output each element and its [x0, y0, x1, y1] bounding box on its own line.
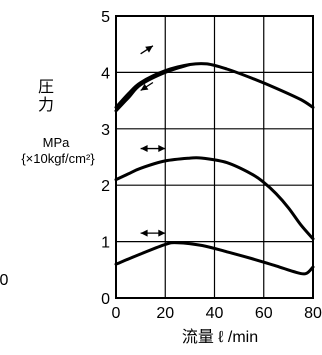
annotations — [140, 45, 166, 237]
x-tick-label-60: 60 — [255, 305, 273, 322]
grid — [116, 16, 313, 298]
tick-labels: 0 1 2 3 4 5 0 20 40 60 80 — [101, 9, 322, 322]
axis-labels: 圧 力 MPa {×10kgf/cm²} 流量 ℓ /min 0 — [0, 79, 258, 346]
x-tick-label-0: 0 — [112, 305, 121, 322]
arrow-head-4 — [158, 229, 166, 237]
x-tick-label-80: 80 — [304, 305, 322, 322]
y-tick-label-0: 0 — [101, 291, 110, 308]
arrow-head-1 — [145, 45, 153, 53]
x-axis-label: 流量 ℓ /min — [182, 328, 258, 346]
plot-frame — [115, 15, 314, 299]
series-line-4 — [114, 241, 315, 276]
x-tick-label-20: 20 — [156, 305, 174, 322]
arrow-head-start-4 — [140, 229, 148, 237]
y-tick-label-4: 4 — [101, 65, 110, 82]
plot-border — [115, 15, 314, 299]
y-tick-label-1: 1 — [101, 235, 110, 252]
edge-label: 0 — [0, 272, 9, 289]
x-tick-label-40: 40 — [206, 305, 224, 322]
arrow-head-start-3 — [140, 145, 148, 152]
series-group — [114, 61, 315, 276]
series-line-2 — [114, 63, 192, 113]
y-axis-unit-alt-label: {×10kgf/cm²} — [21, 151, 95, 166]
arrow-head-2 — [140, 83, 149, 91]
y-tick-label-5: 5 — [101, 9, 110, 26]
y-axis-label-line-2: 力 — [38, 96, 54, 114]
y-axis-label-line-1: 圧 — [38, 79, 54, 96]
y-tick-label-3: 3 — [101, 122, 110, 139]
y-axis-unit-label: MPa — [43, 135, 71, 150]
arrow-head-3 — [158, 145, 166, 152]
series-line-3 — [114, 156, 315, 241]
y-tick-label-2: 2 — [101, 178, 110, 195]
series-line-1 — [114, 61, 315, 109]
